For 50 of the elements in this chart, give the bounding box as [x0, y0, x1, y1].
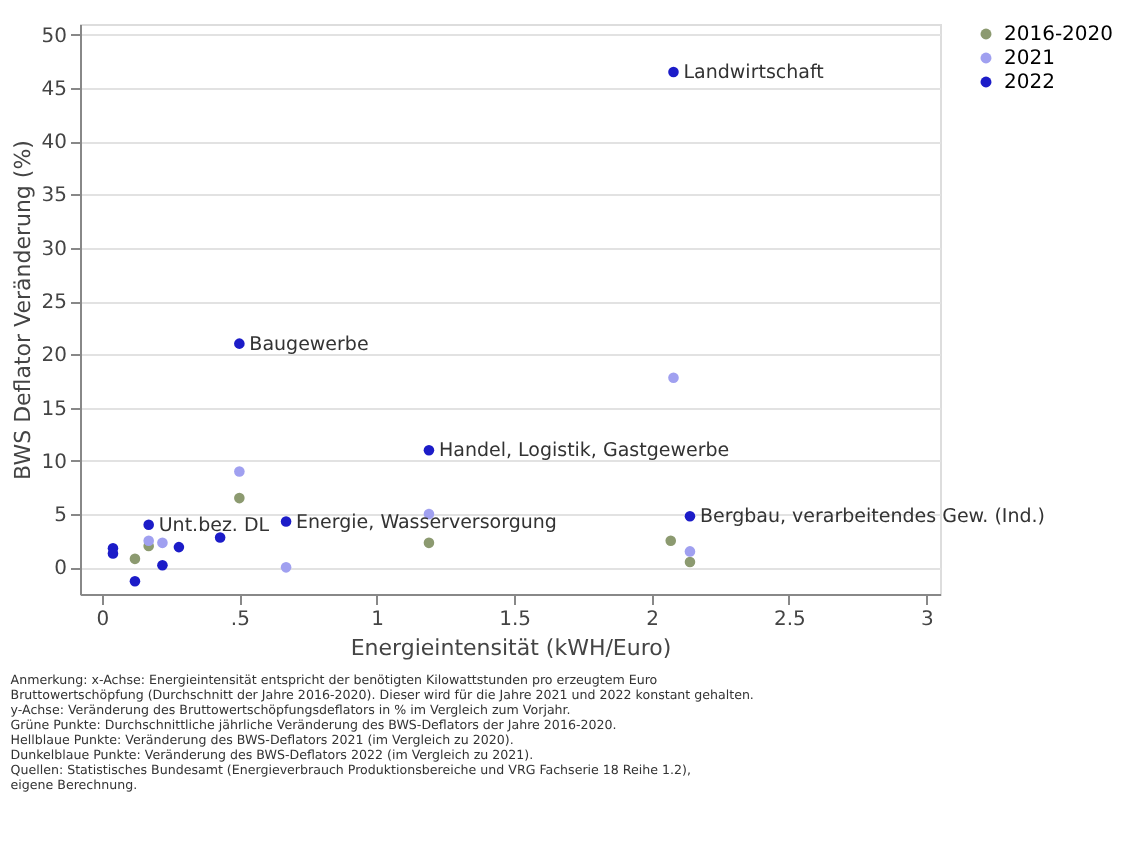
y-tick-label: 0 [54, 558, 67, 581]
annotation: Landwirtschaft [683, 61, 825, 84]
y-tick-label: 50 [41, 25, 67, 48]
legend-label: 2021 [1004, 48, 1055, 70]
point [234, 466, 245, 477]
y-tick-label: 45 [41, 78, 67, 101]
x-tick-label: 1.5 [499, 609, 532, 631]
point [684, 556, 696, 568]
y-tick-label: 20 [41, 345, 67, 368]
point [684, 546, 696, 557]
x-tick-label: 3 [920, 609, 934, 631]
x-tick-label: 2.5 [773, 609, 806, 631]
point [280, 562, 292, 573]
point [684, 510, 696, 522]
point [157, 537, 168, 549]
y-axis-title: BWS Deflator Veränderung (%) [9, 140, 36, 480]
point [423, 537, 435, 549]
point [143, 519, 154, 531]
x-tick-label: .5 [230, 609, 250, 631]
point [214, 532, 226, 543]
y-tick-label: 40 [41, 132, 67, 155]
legend-label: 2016-2020 [1004, 24, 1114, 46]
y-tick-label: 30 [41, 238, 67, 261]
annotation: Handel, Logistik, Gastgewerbe [438, 440, 730, 463]
point [423, 444, 435, 456]
point [280, 516, 292, 527]
y-tick-label: 35 [41, 185, 67, 208]
point [665, 535, 677, 547]
point [668, 66, 679, 78]
y-tick-label: 15 [41, 398, 67, 421]
point [129, 553, 141, 565]
point [173, 541, 185, 553]
point [668, 372, 679, 383]
legend-label: 2022 [1004, 72, 1055, 94]
y-tick-label: 10 [41, 451, 67, 474]
annotation: Baugewerbe [249, 333, 369, 356]
point [157, 559, 168, 571]
y-tick-label: 25 [41, 292, 67, 315]
point [143, 535, 154, 547]
x-tick-label: 1 [371, 609, 385, 631]
y-tick-label: 5 [54, 505, 67, 528]
point [234, 338, 245, 349]
x-axis-title: Energieintensität (kWH/Euro) [350, 635, 672, 661]
point [129, 575, 141, 587]
annotation: Energie, Wasserversorgung [296, 511, 557, 534]
annotation: Unt.bez. DL [158, 514, 271, 537]
annotation: Bergbau, verarbeitendes Gew. (Ind.) [699, 506, 1046, 529]
point [234, 492, 245, 504]
x-tick-label: 0 [96, 609, 110, 631]
x-tick-label: 2 [646, 609, 659, 631]
